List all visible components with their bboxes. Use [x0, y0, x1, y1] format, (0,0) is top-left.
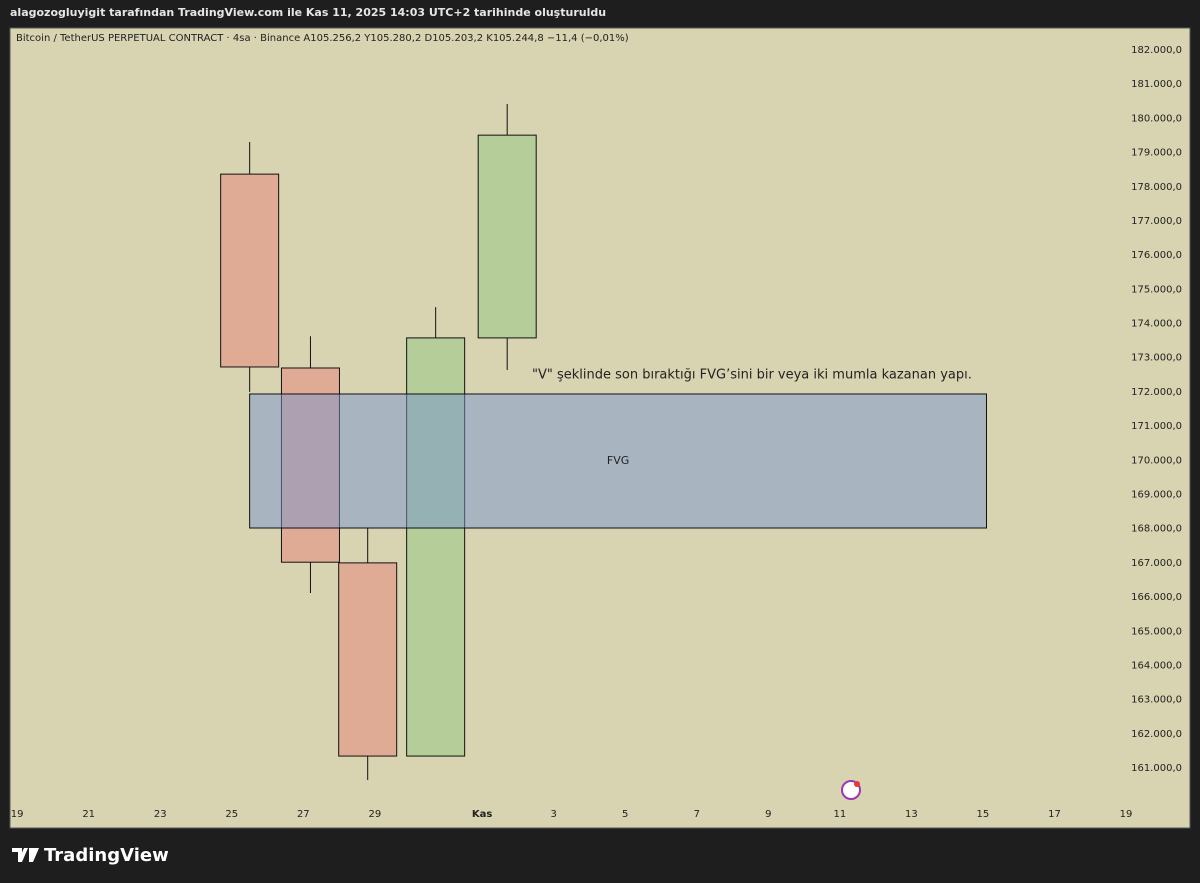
brand: TradingView — [44, 845, 169, 866]
y-tick-label: 174.000,0 — [1131, 319, 1182, 330]
y-tick-label: 165.000,0 — [1131, 626, 1182, 637]
y-tick-label: 166.000,0 — [1131, 592, 1182, 603]
x-tick-label: 19 — [1120, 809, 1133, 820]
candle-body — [477, 134, 537, 339]
y-tick-label: 179.000,0 — [1131, 148, 1182, 159]
x-tick-label: Kas — [472, 809, 492, 820]
x-tick-label: 27 — [297, 809, 310, 820]
caption: alagozogluyigit tarafından TradingView.c… — [10, 6, 606, 19]
x-tick-label: 3 — [551, 809, 557, 820]
icon-dot — [854, 781, 860, 787]
y-tick-label: 176.000,0 — [1131, 250, 1182, 261]
x-tick-label: 11 — [833, 809, 846, 820]
x-tick-label: 19 — [11, 809, 24, 820]
logo: TradingView — [12, 845, 169, 866]
y-tick-label: 170.000,0 — [1131, 455, 1182, 466]
y-tick-label: 168.000,0 — [1131, 524, 1182, 535]
candle-body — [338, 562, 398, 757]
legend-text: Bitcoin / TetherUS PERPETUAL CONTRACT · … — [16, 33, 629, 44]
y-tick-label: 180.000,0 — [1131, 113, 1182, 124]
y-tick-label: 173.000,0 — [1131, 353, 1182, 364]
x-tick-label: 13 — [905, 809, 918, 820]
x-tick-label: 5 — [622, 809, 628, 820]
y-tick-label: 171.000,0 — [1131, 421, 1182, 432]
x-tick-label: 25 — [225, 809, 238, 820]
x-tick-label: 23 — [154, 809, 167, 820]
fvg-label: FVG — [607, 454, 629, 467]
x-tick-label: 17 — [1048, 809, 1061, 820]
y-tick-label: 164.000,0 — [1131, 660, 1182, 671]
y-tick-label: 167.000,0 — [1131, 558, 1182, 569]
x-tick-label: 29 — [368, 809, 381, 820]
x-tick-label: 7 — [694, 809, 700, 820]
fvg-box — [249, 393, 987, 529]
y-tick-label: 181.000,0 — [1131, 79, 1182, 90]
y-tick-label: 182.000,0 — [1131, 45, 1182, 56]
candle-body — [220, 173, 280, 368]
y-tick-label: 177.000,0 — [1131, 216, 1182, 227]
y-tick-label: 169.000,0 — [1131, 489, 1182, 500]
x-tick-label: 21 — [82, 809, 95, 820]
x-tick-label: 15 — [977, 809, 990, 820]
y-tick-label: 172.000,0 — [1131, 387, 1182, 398]
x-tick-label: 9 — [765, 809, 771, 820]
y-tick-label: 161.000,0 — [1131, 763, 1182, 774]
annotation: "V" şeklinde son bıraktığı FVG’sini bir … — [532, 368, 972, 383]
plot: 161.000,0 162.000,0 163.000,0 164.000,0 165.… — [11, 45, 1182, 820]
logo-mark — [12, 848, 39, 862]
y-tick-label: 162.000,0 — [1131, 729, 1182, 740]
y-tick-label: 178.000,0 — [1131, 182, 1182, 193]
y-tick-label: 163.000,0 — [1131, 695, 1182, 706]
y-tick-label: 175.000,0 — [1131, 284, 1182, 295]
